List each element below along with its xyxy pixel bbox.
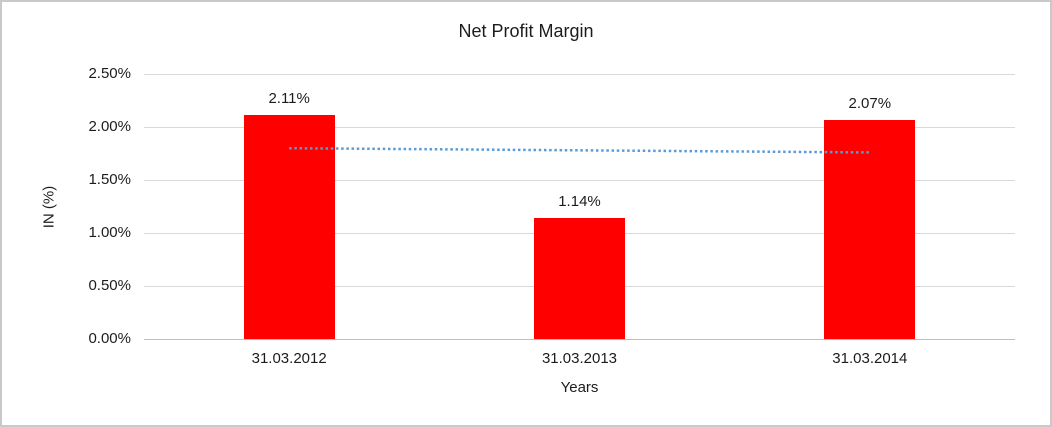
- x-axis-line: [144, 338, 1015, 340]
- y-tick-label: 2.00%: [88, 118, 131, 135]
- bar: [534, 218, 625, 339]
- gridline: [144, 73, 1015, 75]
- y-tick-label: 0.00%: [88, 330, 131, 347]
- y-tick-label: 1.50%: [88, 171, 131, 188]
- x-tick-label: 31.03.2012: [251, 350, 327, 367]
- chart-title: Net Profit Margin: [458, 21, 594, 41]
- y-tick-label: 1.00%: [88, 224, 131, 241]
- y-tick-label: 0.50%: [88, 277, 131, 294]
- y-axis-title: IN (%): [40, 185, 58, 229]
- bar: [824, 119, 916, 339]
- gridline: [144, 126, 1015, 128]
- y-tick-label: 2.50%: [88, 65, 131, 82]
- trendline-segment: [289, 146, 870, 154]
- x-tick-label: 31.03.2013: [541, 350, 618, 367]
- bar-value-label: 2.11%: [268, 90, 310, 108]
- bar: [243, 115, 335, 339]
- x-tick-label: 31.03.2014: [832, 350, 908, 367]
- x-axis-title: Years: [560, 379, 599, 396]
- bar-value-label: 1.14%: [558, 193, 601, 211]
- gridline: [144, 179, 1015, 181]
- bar-value-label: 2.07%: [848, 94, 892, 112]
